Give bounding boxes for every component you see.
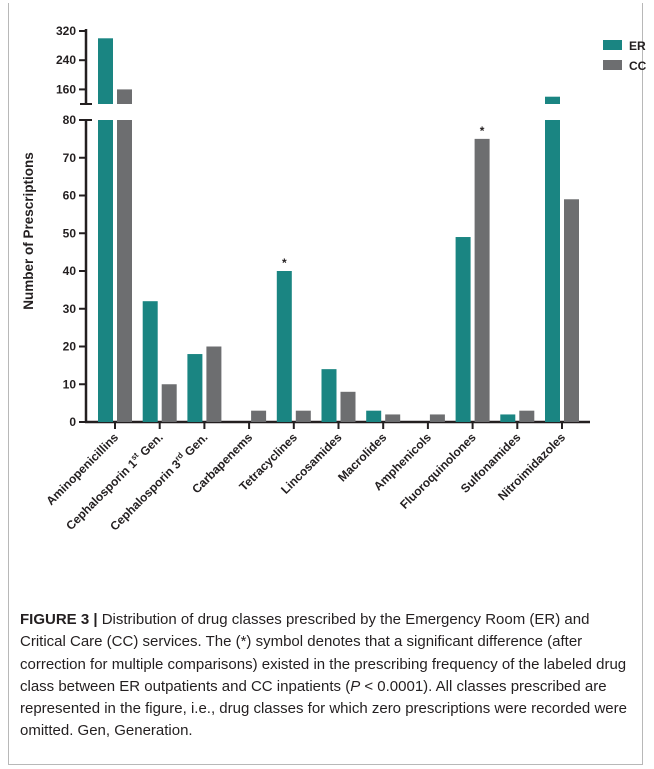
legend-swatch-cc [603,60,622,70]
bar-er-10-upper [545,96,560,104]
figure-frame [8,3,643,765]
y-lower-0-tick-label: 0 [69,415,76,429]
legend-label-cc: CC [629,59,647,73]
bar-er-0-upper [98,38,113,104]
bar-cc-3 [251,410,267,422]
bar-cc-9 [519,410,535,422]
figure-caption: FIGURE 3 | Distribution of drug classes … [20,609,628,743]
bar-cc-8 [474,138,490,422]
y-lower-2-tick-label: 20 [63,340,77,354]
significance-mark-4: * [282,256,287,270]
bar-cc-0-upper [117,89,132,104]
caption-label: FIGURE 3 | [20,611,98,628]
bar-cc-5 [340,391,356,422]
bar-er-9 [500,414,516,422]
legend-swatch-er [603,40,622,50]
bar-cc-6 [385,414,401,422]
x-tick-label-8: Fluoroquinolones [397,430,479,512]
bar-cc-1 [161,384,177,422]
bar-er-1 [142,301,158,422]
y-lower-5-tick-label: 50 [63,226,77,240]
y-lower-1-tick-label: 10 [63,377,77,391]
y-axis-title: Number of Prescriptions [21,152,36,310]
bar-chart: 0 10 20 30 40 50 60 70 80 160 240 320 Number of Pres… [21,24,647,533]
bar-er-5 [321,369,337,422]
bar-er-8 [455,237,471,422]
bar-er-10-lower [545,120,560,422]
bar-cc-10 [564,199,579,422]
bar-cc-4 [295,410,311,422]
caption-text-1: Distribution of drug classes prescribed … [20,611,627,695]
bar-cc-2 [206,346,222,422]
bar-er-0-lower [98,120,113,422]
caption-text-2: < 0.0001). All classes prescribed are re… [20,677,627,740]
caption-p-symbol: P [350,677,361,695]
y-lower-4-tick-label: 40 [63,264,77,278]
bar-cc-7 [429,414,445,422]
x-tick-label-0: Aminopenicillins [43,430,121,508]
bar-er-6 [366,410,382,422]
legend-label-er: ER [629,39,646,53]
y-upper-1-tick-label: 240 [56,53,76,67]
y-lower-6-tick-label: 60 [63,189,77,203]
significance-mark-8: * [480,124,485,138]
y-upper-2-tick-label: 320 [56,24,76,38]
y-lower-3-tick-label: 30 [63,302,77,316]
bar-cc-0-lower [117,120,132,422]
y-upper-0-tick-label: 160 [56,82,76,96]
bar-er-4 [276,271,292,422]
y-lower-8-tick-label: 80 [63,113,77,127]
bar-er-2 [187,354,203,422]
y-lower-7-tick-label: 70 [63,151,77,165]
